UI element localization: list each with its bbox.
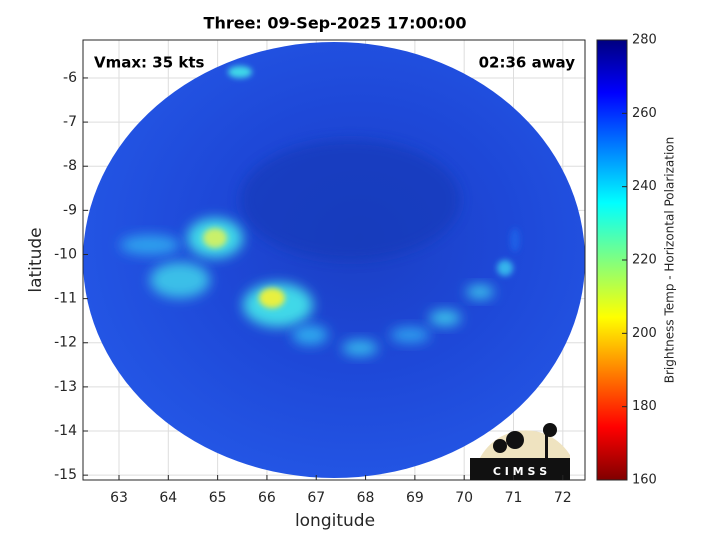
y-tick-label: -11	[54, 291, 77, 307]
y-tick-label: -13	[54, 379, 77, 395]
plot-frame	[82, 39, 586, 481]
x-tick-label: 65	[209, 490, 227, 506]
y-tick-label: -15	[54, 467, 77, 483]
y-tick-label: -9	[63, 202, 77, 218]
y-axis-label: latitude	[26, 227, 46, 292]
colorbar-tick-label: 160	[632, 473, 657, 488]
colorbar-tick-label: 260	[632, 106, 657, 121]
colorbar-tick-label: 240	[632, 179, 657, 194]
swath	[83, 42, 585, 478]
logo-text: C I M S S	[493, 465, 547, 478]
colorbar-tick-label: 220	[632, 253, 657, 268]
y-tick-label: -12	[54, 335, 77, 351]
x-tick-label: 68	[357, 490, 375, 506]
colorbar-tick-label: 180	[632, 399, 657, 414]
annotation: Vmax: 35 kts	[94, 54, 204, 72]
x-tick-label: 64	[159, 490, 177, 506]
y-tick-label: -8	[63, 158, 77, 174]
x-tick-label: 67	[307, 490, 325, 506]
x-axis-label: longitude	[295, 511, 375, 531]
cimss-logo: C I M S S	[470, 423, 570, 480]
x-tick-label: 66	[258, 490, 276, 506]
x-tick-label: 70	[455, 490, 473, 506]
colorbar-tick-label: 280	[632, 33, 657, 48]
swath-disk	[83, 42, 585, 478]
chart-title: Three: 09-Sep-2025 17:00:00	[204, 14, 467, 33]
y-tick-label: -14	[54, 423, 77, 439]
colorbar-tick-label: 200	[632, 326, 657, 341]
x-tick-label: 63	[110, 490, 128, 506]
x-tick-label: 69	[406, 490, 424, 506]
y-tick-label: -6	[63, 70, 77, 86]
x-tick-label: 71	[505, 490, 523, 506]
y-tick-label: -7	[63, 114, 77, 130]
colorbar-label: Brightness Temp - Horizontal Polarizatio…	[663, 137, 677, 384]
y-tick-label: -10	[54, 246, 77, 262]
annotation: 02:36 away	[479, 54, 576, 72]
x-tick-label: 72	[554, 490, 572, 506]
